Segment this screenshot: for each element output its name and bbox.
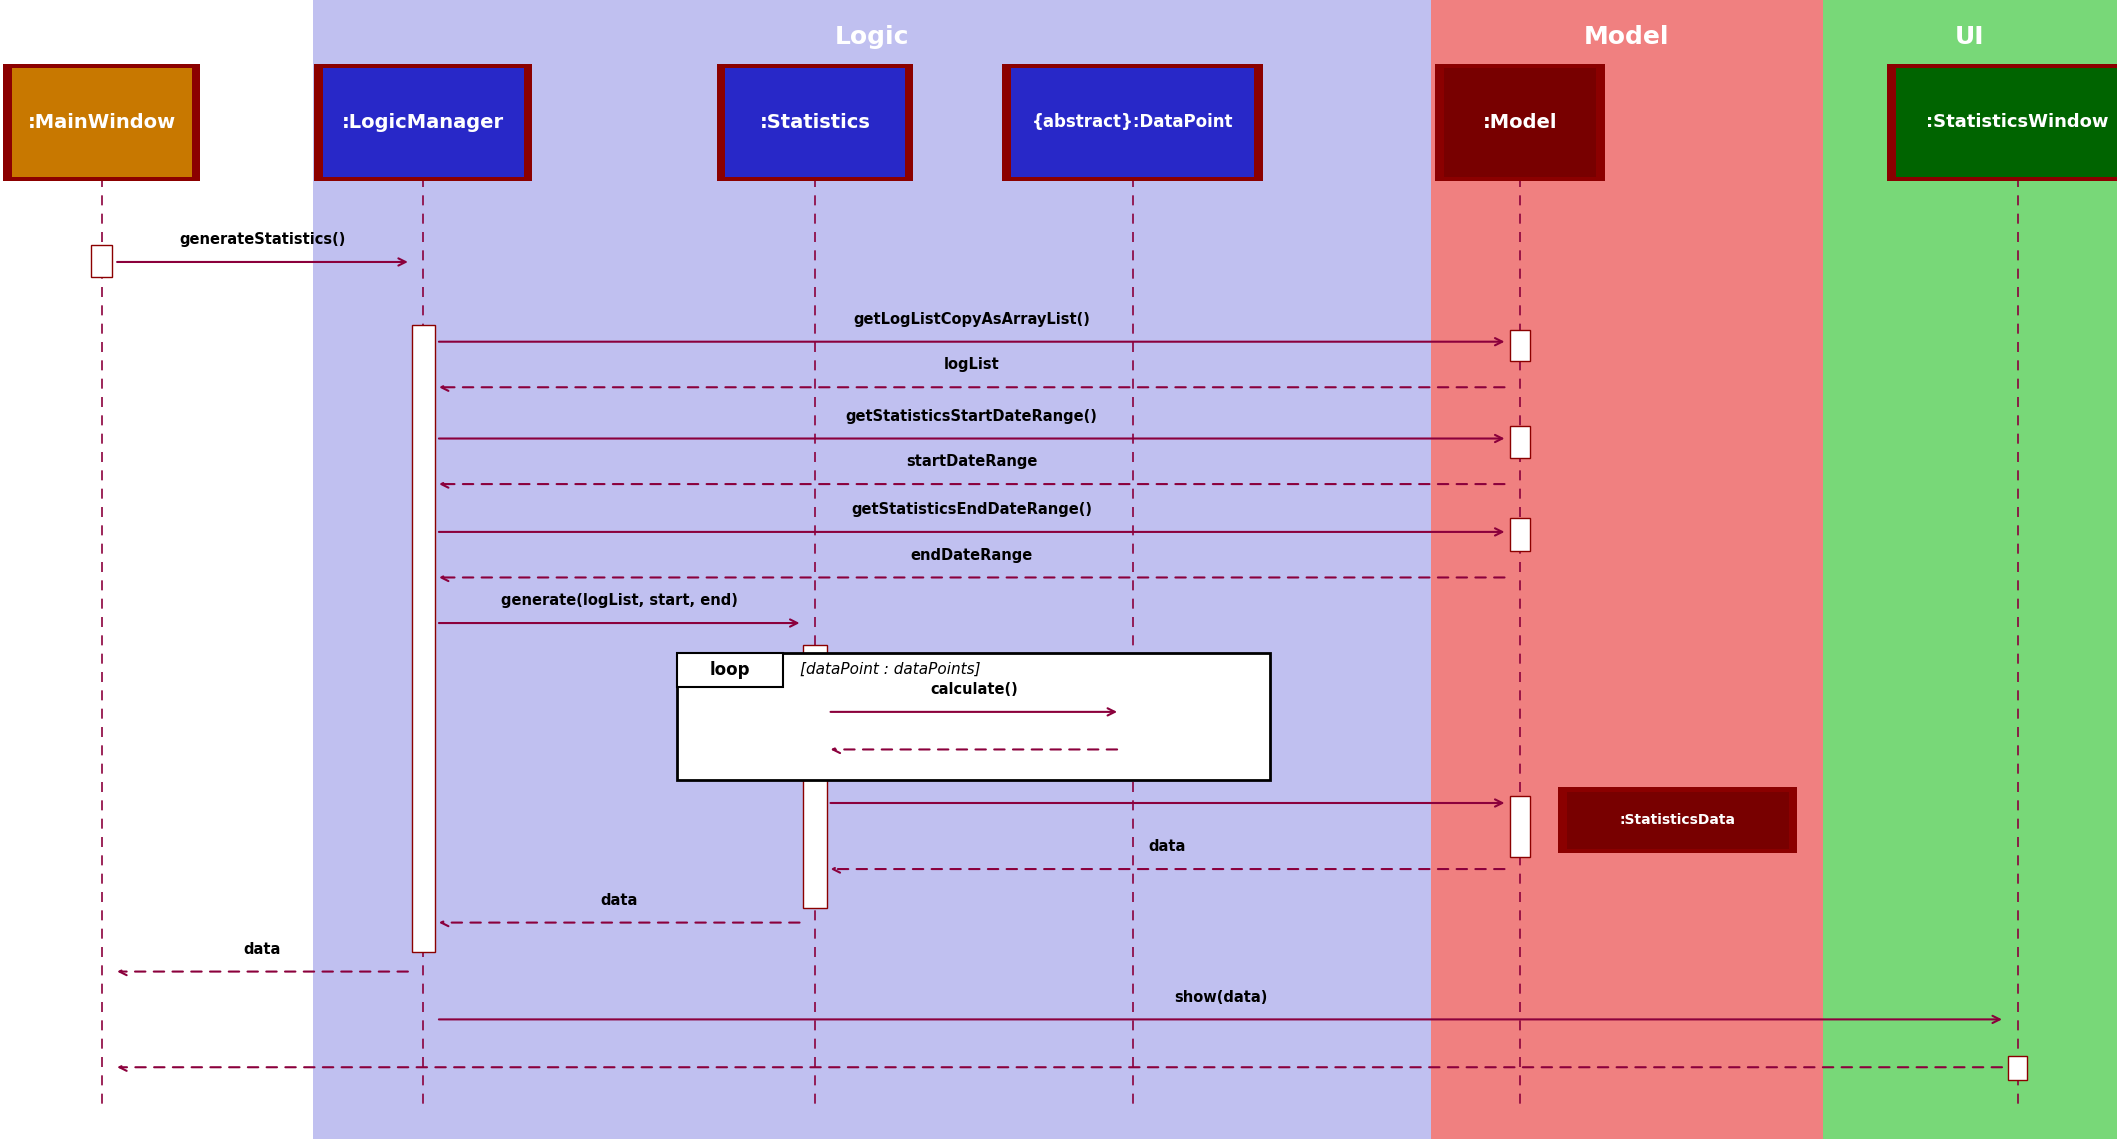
Bar — [313, 0, 1431, 1139]
Bar — [1512, 796, 1531, 857]
Bar — [1567, 792, 1789, 849]
Text: {abstract}:DataPoint: {abstract}:DataPoint — [1031, 114, 1234, 131]
Bar — [677, 653, 783, 687]
Bar — [804, 645, 828, 908]
Text: getStatisticsEndDateRange(): getStatisticsEndDateRange() — [851, 502, 1092, 517]
Text: data: data — [601, 893, 637, 908]
Bar — [1435, 64, 1605, 181]
Text: generateStatistics(): generateStatistics() — [180, 232, 345, 247]
Bar — [315, 64, 533, 181]
Text: Model: Model — [1584, 25, 1670, 49]
Text: UI: UI — [1956, 25, 1984, 49]
Text: logList: logList — [944, 358, 999, 372]
Text: :Model: :Model — [1482, 113, 1558, 132]
Text: data: data — [1150, 839, 1186, 854]
Bar — [1512, 518, 1531, 551]
Bar — [1897, 68, 2117, 177]
Bar — [726, 68, 906, 177]
Bar — [1512, 426, 1531, 458]
Text: endDateRange: endDateRange — [910, 548, 1033, 563]
Bar — [1888, 64, 2117, 181]
Bar — [716, 64, 915, 181]
Bar — [2, 64, 199, 181]
Text: generate(logList, start, end): generate(logList, start, end) — [502, 593, 737, 608]
Bar — [677, 653, 1270, 780]
Bar — [411, 325, 436, 952]
Bar — [2009, 1056, 2028, 1080]
Bar — [1512, 330, 1531, 361]
Bar — [1431, 0, 1823, 1139]
Bar — [1124, 697, 1143, 749]
Text: show(data): show(data) — [1173, 990, 1268, 1005]
Text: loop: loop — [709, 661, 752, 679]
Text: [dataPoint : dataPoints]: [dataPoint : dataPoints] — [800, 662, 980, 678]
Bar — [11, 68, 191, 177]
Text: :MainWindow: :MainWindow — [28, 113, 176, 132]
Bar — [1444, 68, 1596, 177]
Bar — [1003, 64, 1262, 181]
Text: getStatisticsStartDateRange(): getStatisticsStartDateRange() — [847, 409, 1097, 424]
Text: calculate(): calculate() — [929, 682, 1018, 697]
Bar — [1558, 787, 1797, 853]
Text: :Statistics: :Statistics — [760, 113, 870, 132]
Bar — [1012, 68, 1253, 177]
Text: startDateRange: startDateRange — [906, 454, 1037, 469]
Text: :StatisticsData: :StatisticsData — [1620, 813, 1736, 827]
Bar — [91, 245, 112, 277]
Text: :LogicManager: :LogicManager — [343, 113, 504, 132]
Text: Logic: Logic — [834, 25, 910, 49]
Text: getLogListCopyAsArrayList(): getLogListCopyAsArrayList() — [853, 312, 1090, 327]
Text: data: data — [243, 942, 282, 957]
Bar — [324, 68, 525, 177]
Bar — [1823, 0, 2117, 1139]
Text: :StatisticsWindow: :StatisticsWindow — [1926, 114, 2109, 131]
